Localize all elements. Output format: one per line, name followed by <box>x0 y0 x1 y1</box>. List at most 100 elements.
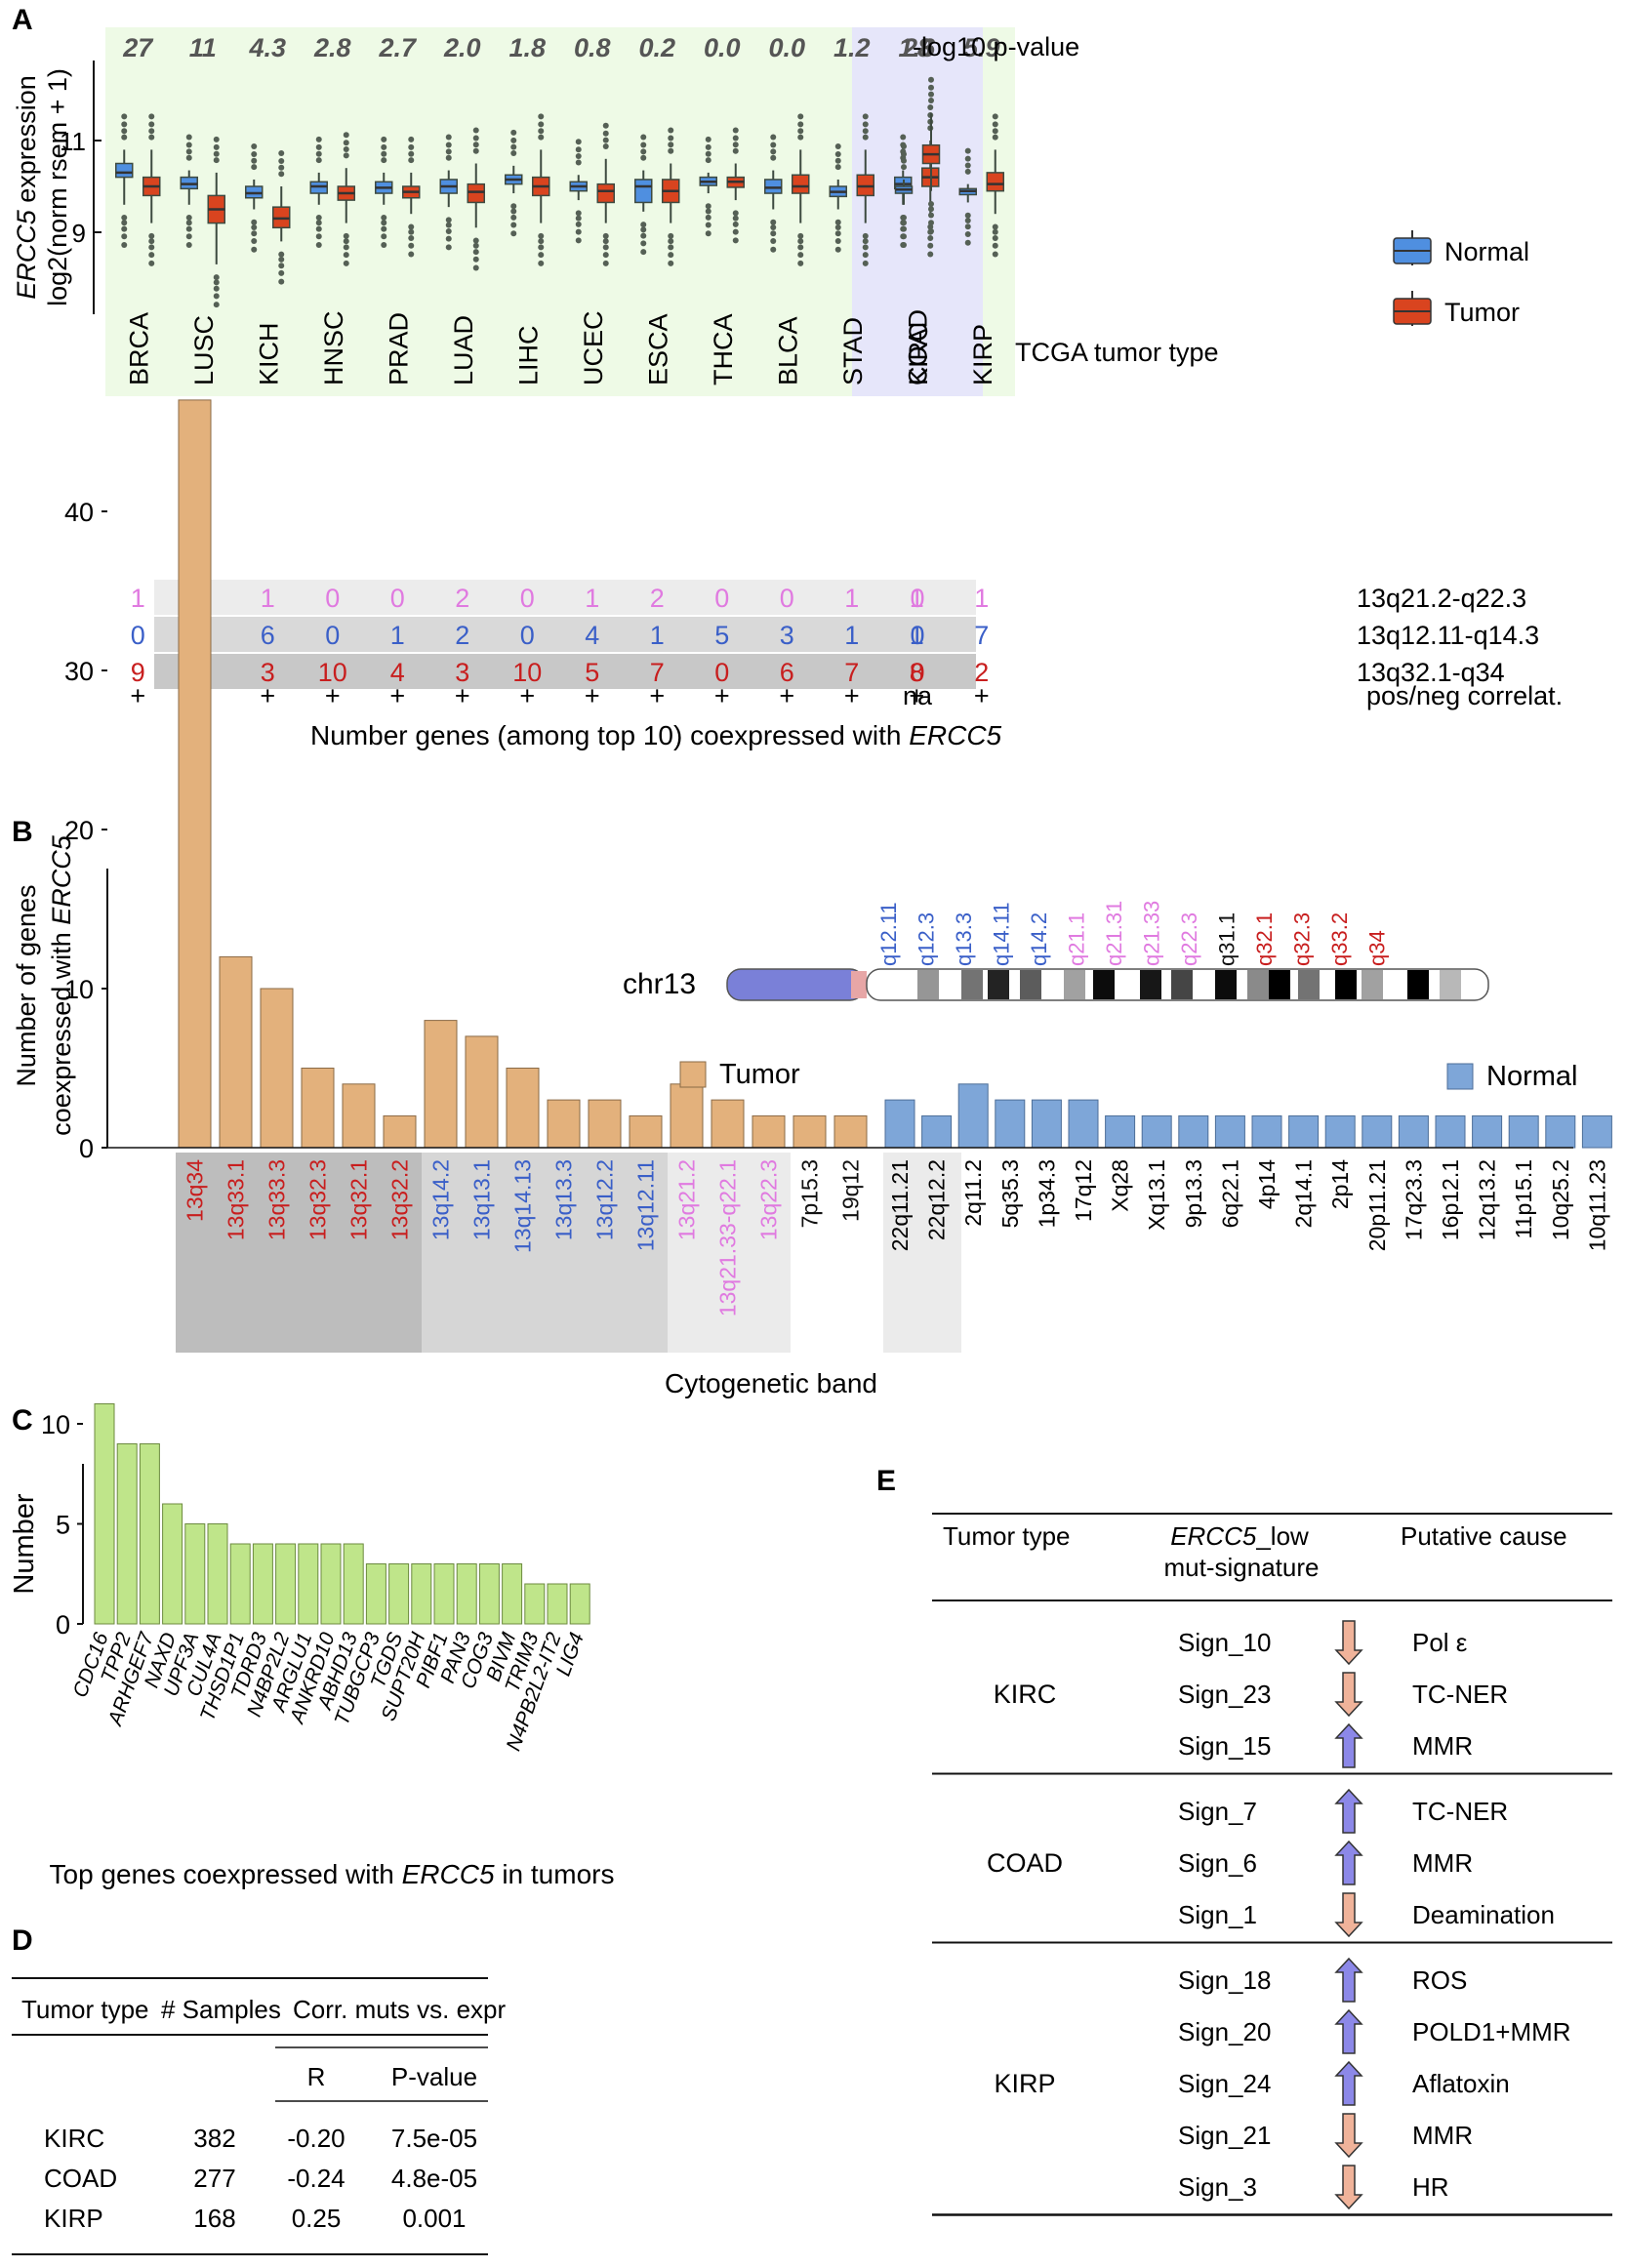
cell-r: -0.20 <box>287 2124 345 2153</box>
gene-bar-N4BP2L2 <box>275 1543 297 1625</box>
correlation-sign: + <box>585 681 600 710</box>
normal-bar-17q12 <box>1068 1099 1099 1149</box>
gene-bar-BIVM <box>502 1563 523 1625</box>
normal-STAD-outlier <box>834 230 841 237</box>
y-tick-label: 11 <box>60 127 86 156</box>
pvalue-label: 27 <box>122 33 154 62</box>
normal-THCA-outlier <box>705 208 711 215</box>
tumor-LUAD-outlier <box>472 127 479 134</box>
band-count: 7 <box>650 658 665 687</box>
band-count: 9 <box>131 658 145 687</box>
tumor-LIHC-outlier <box>538 252 545 259</box>
normal-BLCA-outlier <box>770 134 777 141</box>
normal-BRCA-outlier <box>121 242 128 249</box>
normal-LIHC-outlier <box>510 208 517 215</box>
tumor-THCA-outlier <box>732 135 739 142</box>
normal-bar-2q14.1 <box>1288 1114 1320 1149</box>
normal-LUSC-outlier <box>185 142 192 148</box>
cell-signature: Sign_7 <box>1178 1797 1257 1826</box>
cell-signature: Sign_24 <box>1178 2069 1271 2098</box>
band-count: 0 <box>131 621 145 650</box>
tumor-COAD-outlier <box>927 251 934 258</box>
band-count: 4 <box>585 621 599 650</box>
band-count: 5 <box>714 621 729 650</box>
normal-bar-Xq28 <box>1105 1114 1136 1149</box>
correlation-sign: na <box>903 681 933 710</box>
tumor-BLCA-outlier <box>797 260 804 266</box>
normal-LIHC-outlier <box>510 230 517 237</box>
tumor-UCEC-outlier <box>602 238 609 245</box>
normal-LUSC-outlier <box>185 233 192 240</box>
arrow-up-icon <box>1334 2060 1363 2106</box>
category-label: LUAD <box>449 315 478 385</box>
band-group-13q32-34 <box>176 1153 422 1353</box>
normal-band-label: 5q35.3 <box>997 1159 1023 1228</box>
tumor-PRAD-outlier <box>408 157 415 164</box>
chromosome-name: chr13 <box>623 968 696 1000</box>
chromosome-band-block <box>1269 970 1290 999</box>
tumor-BLCA-outlier <box>797 128 804 135</box>
tumor-STAD-outlier <box>862 232 869 239</box>
tumor-KIRP-outlier <box>992 113 998 120</box>
tumor-LUSC-outlier <box>213 136 220 142</box>
normal-PRAD-outlier <box>381 220 387 226</box>
tumor-band-label: 13q14.13 <box>510 1159 536 1253</box>
band-count: 6 <box>261 621 275 650</box>
legend-label: Tumor <box>1444 298 1520 327</box>
band-group-13q12-14 <box>422 1153 668 1353</box>
tumor-bar-13q33.1 <box>219 955 253 1149</box>
sign-row-label: pos/neg correlat. <box>1366 681 1563 710</box>
tumor-UCEC-outlier <box>602 122 609 129</box>
tumor-LUSC-outlier <box>213 157 220 164</box>
tumor-band-label: 13q12.11 <box>633 1159 659 1251</box>
tumor-THCA-outlier <box>732 228 739 235</box>
normal-bar-6q22.1 <box>1214 1114 1245 1149</box>
pvalue-label: 1.8 <box>508 33 546 62</box>
normal-LUAD-outlier <box>445 217 452 223</box>
band-count: 0 <box>910 584 924 613</box>
band-count: 3 <box>780 621 794 650</box>
normal-KICH-outlier <box>251 224 258 230</box>
legend-label-tumor: Tumor <box>719 1059 800 1090</box>
normal-ESCA-outlier <box>640 134 647 141</box>
chromosome-p-arm <box>726 968 865 1001</box>
tumor-UCEC-box <box>596 182 615 204</box>
cell-cause: Aflatoxin <box>1412 2069 1510 2098</box>
tumor-LUAD-outlier <box>472 147 479 154</box>
normal-KIRC-outlier <box>901 220 907 226</box>
normal-LUAD-outlier <box>445 227 452 234</box>
tumor-band-label: 13q21.33-q22.1 <box>715 1159 741 1316</box>
tumor-bar-13q22.3 <box>752 1114 786 1149</box>
tumor-HNSC-outlier <box>343 152 349 159</box>
category-label: STAD <box>838 317 868 385</box>
tumor-UCEC-outlier <box>602 244 609 251</box>
band-count: 1 <box>974 584 989 613</box>
pvalue-label: 0.2 <box>638 33 675 62</box>
tumor-LUSC-outlier <box>213 150 220 157</box>
correlation-sign: + <box>325 681 341 710</box>
normal-KIRP-outlier <box>964 155 971 162</box>
tumor-PRAD-outlier <box>408 235 415 241</box>
normal-BLCA-outlier <box>770 246 777 253</box>
tumor-KICH-outlier <box>278 263 285 269</box>
tumor-ESCA-outlier <box>668 238 674 245</box>
cell-pvalue: 4.8e-05 <box>391 2164 477 2193</box>
chromosome-band-block <box>988 970 1009 999</box>
normal-LUAD-outlier <box>445 235 452 242</box>
header-signature: ERCC5_low <box>1170 1521 1309 1551</box>
normal-LIHC-outlier <box>510 222 517 228</box>
tumor-HNSC-outlier <box>343 238 349 245</box>
normal-HNSC-outlier <box>315 215 322 222</box>
tumor-band-label: 13q14.2 <box>428 1159 454 1240</box>
tumor-PRAD-outlier <box>408 223 415 230</box>
panel-label-c: C <box>12 1404 33 1437</box>
category-label: HNSC <box>319 310 348 385</box>
band-count: 7 <box>974 621 989 650</box>
chromosome-band-label: q21.31 <box>1102 901 1126 966</box>
normal-BLCA-outlier <box>770 238 777 244</box>
band-count: 7 <box>844 658 859 687</box>
normal-STAD-outlier <box>834 224 841 230</box>
normal-BRCA-outlier <box>121 121 128 128</box>
gene-bar-ARHGEF7 <box>139 1443 160 1625</box>
